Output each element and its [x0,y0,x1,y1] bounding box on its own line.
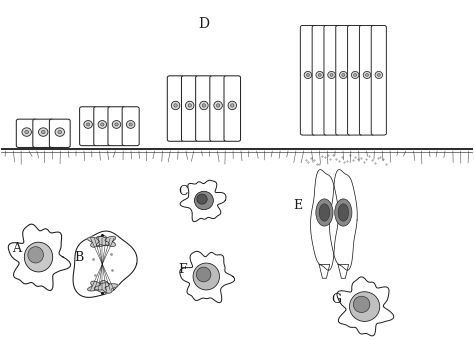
FancyBboxPatch shape [182,76,198,141]
Ellipse shape [129,123,132,126]
Ellipse shape [84,121,92,129]
Ellipse shape [58,130,62,134]
Ellipse shape [228,101,237,110]
Ellipse shape [375,71,383,78]
Ellipse shape [202,104,206,107]
Ellipse shape [349,292,380,321]
Ellipse shape [55,128,64,136]
FancyBboxPatch shape [94,107,111,146]
Ellipse shape [328,71,335,78]
Text: B: B [74,251,83,263]
Ellipse shape [339,71,347,78]
Polygon shape [319,264,330,278]
Polygon shape [94,281,118,293]
FancyBboxPatch shape [371,26,386,135]
Polygon shape [88,236,109,247]
Ellipse shape [185,101,194,110]
Ellipse shape [22,128,31,136]
Text: G: G [331,293,342,306]
Ellipse shape [174,104,177,107]
FancyBboxPatch shape [80,107,97,146]
Ellipse shape [214,101,222,110]
Polygon shape [337,277,394,336]
FancyBboxPatch shape [359,26,374,135]
FancyBboxPatch shape [33,119,54,147]
Ellipse shape [86,123,90,126]
Ellipse shape [25,130,28,134]
Ellipse shape [38,128,48,136]
Ellipse shape [351,71,359,78]
FancyBboxPatch shape [108,107,125,146]
FancyBboxPatch shape [16,119,37,147]
Ellipse shape [330,73,333,76]
FancyBboxPatch shape [324,26,339,135]
Ellipse shape [354,73,356,76]
FancyBboxPatch shape [210,76,227,141]
Ellipse shape [365,73,368,76]
Polygon shape [329,170,357,270]
Text: D: D [199,17,210,31]
Ellipse shape [200,101,208,110]
FancyBboxPatch shape [224,76,240,141]
FancyBboxPatch shape [336,26,351,135]
Ellipse shape [377,73,380,76]
Ellipse shape [353,296,370,312]
Polygon shape [338,264,349,278]
Ellipse shape [112,121,121,129]
Ellipse shape [363,71,371,78]
FancyBboxPatch shape [122,107,139,146]
Polygon shape [73,231,137,297]
FancyBboxPatch shape [301,26,316,135]
Text: C: C [178,185,188,198]
Ellipse shape [318,73,321,76]
FancyBboxPatch shape [312,26,327,135]
Ellipse shape [41,130,45,134]
Ellipse shape [335,199,352,226]
Polygon shape [97,236,116,246]
FancyBboxPatch shape [196,76,212,141]
Text: F: F [178,263,187,276]
Polygon shape [180,180,226,222]
Ellipse shape [197,194,207,204]
Ellipse shape [98,121,107,129]
Ellipse shape [188,104,191,107]
Text: A: A [12,242,21,255]
Ellipse shape [24,242,53,272]
Ellipse shape [194,191,213,210]
Polygon shape [88,281,109,293]
Ellipse shape [306,73,310,76]
FancyBboxPatch shape [347,26,363,135]
Ellipse shape [304,71,312,78]
Ellipse shape [319,204,330,221]
Ellipse shape [196,267,211,282]
Ellipse shape [230,104,234,107]
Ellipse shape [193,263,219,290]
FancyBboxPatch shape [167,76,184,141]
Ellipse shape [28,247,44,263]
Polygon shape [9,224,71,291]
Ellipse shape [171,101,180,110]
Ellipse shape [316,199,333,226]
Ellipse shape [338,204,349,221]
Ellipse shape [316,71,323,78]
Polygon shape [180,251,235,303]
Ellipse shape [100,123,104,126]
Text: E: E [294,199,303,212]
FancyBboxPatch shape [49,119,70,147]
Polygon shape [310,170,338,270]
Ellipse shape [217,104,220,107]
Ellipse shape [342,73,345,76]
Ellipse shape [115,123,118,126]
Ellipse shape [127,121,135,129]
